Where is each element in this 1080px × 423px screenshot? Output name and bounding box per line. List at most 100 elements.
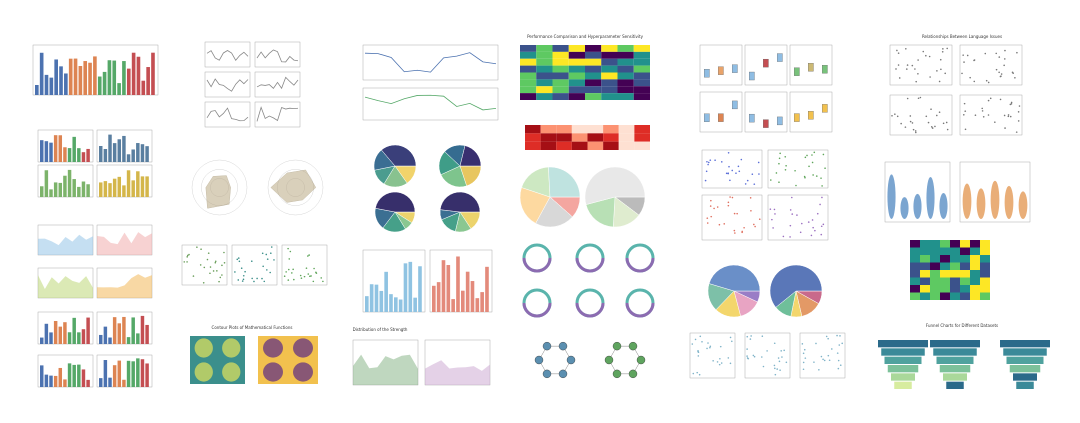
bar bbox=[40, 365, 44, 387]
heat-cell bbox=[571, 125, 588, 134]
point bbox=[982, 115, 985, 118]
panel-frame bbox=[281, 244, 328, 286]
heat-cell bbox=[536, 72, 553, 80]
bar bbox=[108, 134, 112, 162]
point bbox=[723, 223, 726, 225]
point bbox=[946, 128, 949, 131]
point bbox=[781, 356, 783, 358]
point bbox=[813, 151, 816, 154]
bar bbox=[146, 67, 150, 95]
point bbox=[727, 201, 730, 204]
point bbox=[927, 121, 930, 124]
point bbox=[985, 79, 988, 82]
heat-cell bbox=[585, 45, 602, 52]
bar bbox=[44, 323, 49, 344]
point bbox=[938, 111, 941, 113]
point bbox=[818, 369, 820, 371]
point bbox=[288, 258, 291, 260]
panel-frame bbox=[231, 244, 278, 286]
point bbox=[266, 269, 268, 271]
point bbox=[735, 172, 737, 174]
point bbox=[710, 199, 712, 202]
box bbox=[704, 69, 710, 78]
heat-cell bbox=[552, 58, 569, 66]
panel-frame bbox=[744, 332, 791, 379]
point bbox=[896, 115, 899, 118]
heat-cell bbox=[585, 65, 602, 73]
point bbox=[810, 234, 813, 237]
point bbox=[719, 357, 721, 360]
point bbox=[753, 183, 756, 185]
point bbox=[841, 342, 844, 345]
heat-cell bbox=[950, 255, 960, 263]
bar bbox=[86, 148, 90, 162]
bar bbox=[122, 61, 126, 95]
point bbox=[287, 268, 290, 271]
bar bbox=[140, 176, 145, 197]
point bbox=[320, 277, 323, 279]
point bbox=[895, 68, 897, 70]
bar bbox=[77, 148, 81, 162]
panel-title: Relationships Between Language Issues bbox=[922, 34, 1002, 39]
heat-cell bbox=[520, 79, 537, 87]
heat-cell bbox=[520, 58, 537, 66]
bar bbox=[131, 52, 136, 95]
panel-frame bbox=[744, 91, 788, 133]
bar bbox=[77, 186, 81, 197]
bar bbox=[77, 364, 81, 387]
point bbox=[283, 275, 286, 278]
point bbox=[240, 267, 243, 270]
heat-cell bbox=[910, 270, 920, 278]
bar bbox=[456, 256, 460, 312]
point bbox=[746, 355, 748, 357]
point bbox=[915, 131, 917, 134]
funnel-step bbox=[884, 356, 922, 364]
point bbox=[701, 340, 703, 343]
heat-cell bbox=[633, 45, 650, 52]
bar bbox=[81, 369, 86, 387]
point bbox=[822, 223, 825, 226]
point bbox=[813, 361, 815, 363]
line bbox=[206, 50, 249, 62]
node bbox=[542, 369, 552, 379]
bar bbox=[465, 271, 470, 312]
heat-cell bbox=[633, 79, 650, 87]
heat-cell bbox=[940, 285, 950, 293]
point bbox=[777, 357, 780, 359]
point bbox=[692, 372, 695, 375]
panel-title: Contour Plots of Mathematical Functions bbox=[212, 325, 293, 330]
donut-arc bbox=[625, 257, 655, 273]
point bbox=[299, 274, 302, 277]
bar bbox=[151, 52, 155, 95]
point bbox=[238, 260, 241, 263]
heat-cell bbox=[970, 270, 980, 278]
heat-cell bbox=[950, 292, 960, 300]
point bbox=[905, 47, 907, 50]
heat-cell bbox=[617, 86, 634, 94]
heat-cell bbox=[617, 79, 634, 87]
point bbox=[984, 52, 987, 55]
funnel-step bbox=[878, 340, 928, 348]
funnel-step bbox=[1009, 365, 1041, 373]
point bbox=[269, 271, 271, 274]
point bbox=[909, 120, 912, 123]
bar bbox=[68, 58, 73, 95]
point bbox=[941, 50, 944, 53]
point bbox=[963, 61, 965, 63]
point bbox=[838, 344, 841, 346]
panel-frame bbox=[889, 94, 953, 136]
heat-cell bbox=[617, 58, 634, 66]
point bbox=[944, 72, 946, 75]
box bbox=[749, 113, 755, 123]
point bbox=[906, 97, 909, 100]
funnel-step bbox=[1000, 340, 1050, 348]
heat-cell bbox=[960, 247, 970, 255]
point bbox=[287, 279, 290, 281]
radar-grid bbox=[267, 159, 324, 216]
bar bbox=[374, 284, 379, 312]
node bbox=[612, 369, 622, 379]
point bbox=[188, 253, 190, 256]
point bbox=[925, 54, 927, 57]
bar bbox=[40, 140, 44, 162]
bar bbox=[67, 332, 72, 344]
